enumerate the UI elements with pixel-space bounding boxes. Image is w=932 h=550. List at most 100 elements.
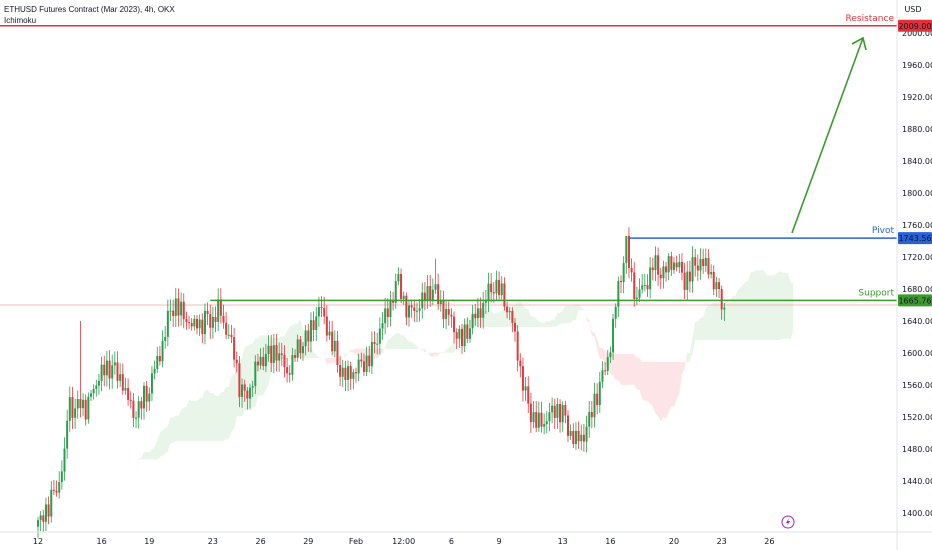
candle [299, 335, 302, 360]
candle [97, 373, 100, 395]
candle [521, 357, 524, 402]
candle-body [193, 318, 196, 327]
candle-body [254, 361, 257, 387]
candle [341, 359, 344, 388]
cloud-segment [520, 300, 523, 327]
candle [76, 390, 79, 419]
candle [270, 334, 273, 373]
candle [161, 330, 164, 368]
candle [129, 391, 132, 409]
candle-body [386, 308, 389, 318]
candle [641, 274, 644, 294]
cloud-segment [496, 312, 500, 327]
candle [434, 258, 437, 294]
candle [256, 354, 259, 372]
candle [286, 358, 289, 383]
candle [294, 349, 297, 362]
cloud-segment [774, 273, 778, 340]
cloud-segment [215, 395, 219, 442]
candle-body [394, 281, 397, 303]
candle-body [373, 341, 376, 345]
candle-body [723, 307, 726, 310]
candle-body [484, 301, 487, 303]
candle-body [108, 360, 111, 379]
candle-body [400, 273, 403, 299]
y-tick-label: 1640.00 [902, 317, 932, 326]
candle-body [466, 324, 469, 339]
cloud-segment [435, 352, 439, 356]
candle-body [535, 412, 538, 428]
candle-body [188, 322, 191, 324]
candle [116, 351, 119, 389]
candle-body [119, 374, 122, 381]
candle-body [283, 354, 286, 368]
cloud-segment [626, 353, 629, 385]
candle [529, 393, 532, 433]
candle [203, 303, 206, 345]
candle-body [365, 355, 368, 372]
candle [317, 296, 320, 327]
candle-body [688, 271, 691, 282]
pivot-price-tag-bg [898, 232, 932, 245]
cloud-segment [178, 409, 182, 442]
candle [74, 398, 77, 429]
cloud-segment [353, 348, 356, 355]
cloud-segment [493, 312, 497, 327]
cloud-segment [210, 393, 213, 442]
candle [198, 314, 201, 337]
cloud-segment [658, 361, 661, 422]
cloud-segment [570, 305, 574, 323]
candle [291, 348, 294, 381]
candle-body [328, 331, 331, 336]
ichimoku-cloud [106, 270, 794, 521]
candle [543, 413, 546, 435]
candle [527, 376, 530, 413]
candle [381, 312, 384, 340]
cloud-segment [618, 353, 621, 385]
candle-body [402, 295, 405, 299]
candle [52, 480, 55, 496]
candle-body [479, 308, 482, 318]
candle [196, 315, 198, 335]
indicator-label[interactable]: Ichimoku [4, 16, 37, 25]
candle-body [527, 386, 530, 404]
candle-body [270, 345, 273, 363]
candle [246, 387, 249, 410]
candle-body [140, 401, 143, 409]
cloud-segment [242, 347, 245, 417]
candle [537, 401, 540, 432]
support-price-tag: 1665.76 [898, 296, 931, 305]
candle-body [103, 364, 106, 376]
candle-body [604, 370, 607, 372]
x-tick-label: 23 [717, 537, 727, 546]
candle [39, 510, 42, 532]
lightning-icon[interactable] [781, 515, 795, 529]
candle [92, 384, 95, 400]
cloud-segment [628, 353, 632, 385]
candle [437, 273, 440, 310]
candle-body [673, 262, 675, 270]
candle-body [418, 308, 421, 311]
candle [238, 355, 241, 408]
candle [596, 383, 599, 415]
candle-body [246, 390, 249, 399]
x-tick-label: 23 [208, 537, 218, 546]
candle [105, 350, 108, 387]
candle-body [222, 315, 225, 323]
candle [511, 307, 514, 333]
candle-body [667, 256, 670, 273]
candle [47, 496, 50, 525]
candle [694, 249, 697, 277]
candle-body [238, 363, 241, 397]
candle-body [521, 366, 524, 391]
candle [604, 362, 607, 376]
candle-body [135, 417, 138, 419]
candle [418, 299, 421, 322]
cloud-segment [533, 316, 537, 327]
candle [646, 274, 649, 297]
candle-body [585, 426, 588, 442]
candle [325, 305, 328, 342]
candle-body [643, 285, 646, 287]
candle [691, 246, 694, 293]
cloud-segment [674, 361, 677, 407]
